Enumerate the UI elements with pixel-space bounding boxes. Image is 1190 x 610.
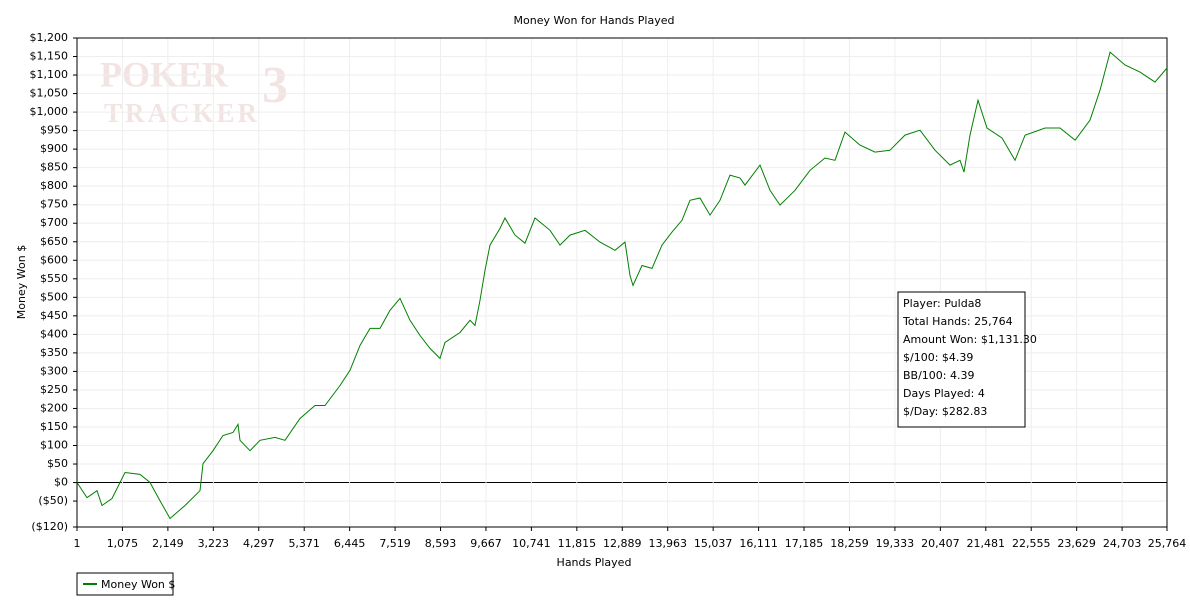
- watermark: 3: [262, 57, 288, 114]
- x-tick-label: 5,371: [288, 537, 320, 550]
- x-tick-label: 10,741: [512, 537, 551, 550]
- x-tick-label: 7,519: [379, 537, 411, 550]
- x-tick-label: 12,889: [603, 537, 642, 550]
- y-tick-label: $450: [40, 309, 68, 322]
- x-tick-label: 2,149: [152, 537, 184, 550]
- y-tick-label: $150: [40, 420, 68, 433]
- x-tick-label: 22,555: [1012, 537, 1051, 550]
- stats-line: $/Day: $282.83: [903, 405, 987, 418]
- stats-line: $/100: $4.39: [903, 351, 973, 364]
- y-tick-label: $650: [40, 235, 68, 248]
- x-tick-label: 9,667: [470, 537, 502, 550]
- y-tick-label: $50: [47, 457, 68, 470]
- y-tick-label: $100: [40, 439, 68, 452]
- line-series: [76, 51, 1168, 520]
- x-tick-label: 19,333: [876, 537, 915, 550]
- x-tick-label: 3,223: [198, 537, 230, 550]
- y-tick-label: $350: [40, 346, 68, 359]
- y-tick-label: $1,050: [30, 87, 69, 100]
- x-tick-label: 16,111: [739, 537, 778, 550]
- y-tick-label: $750: [40, 198, 68, 211]
- y-tick-label: $1,150: [30, 50, 69, 63]
- y-tick-label: $400: [40, 327, 68, 340]
- y-tick-label: $1,200: [30, 31, 69, 44]
- x-tick-label: 21,481: [967, 537, 1006, 550]
- y-tick-label: $950: [40, 124, 68, 137]
- plot-border: [76, 37, 1168, 528]
- stats-line: Amount Won: $1,131.30: [903, 333, 1037, 346]
- x-tick-label: 1,075: [107, 537, 139, 550]
- stats-line: Total Hands: 25,764: [902, 315, 1013, 328]
- stats-box: [897, 291, 1026, 428]
- y-tick-label: $600: [40, 253, 68, 266]
- x-axis-label: Hands Played: [557, 556, 632, 569]
- x-tick-label: 24,703: [1103, 537, 1142, 550]
- y-tick-label: $300: [40, 364, 68, 377]
- y-tick-label: $900: [40, 142, 68, 155]
- x-tick-label: 18,259: [830, 537, 869, 550]
- x-tick-label: 23,629: [1057, 537, 1096, 550]
- legend-label: Money Won $: [101, 578, 175, 591]
- y-tick-label: $800: [40, 179, 68, 192]
- y-tick-label: ($50): [38, 494, 68, 507]
- x-tick-label: 15,037: [694, 537, 733, 550]
- x-tick-label: 20,407: [921, 537, 960, 550]
- y-tick-label: $550: [40, 272, 68, 285]
- y-tick-label: $700: [40, 216, 68, 229]
- legend-box: [76, 572, 174, 596]
- watermark: TRACKER: [104, 98, 260, 128]
- y-tick-label: $0: [54, 476, 68, 489]
- y-tick-label: $1,100: [30, 68, 69, 81]
- y-tick-label: $1,000: [30, 105, 69, 118]
- y-tick-label: $500: [40, 290, 68, 303]
- y-axis-label: Money Won $: [15, 245, 28, 319]
- stats-line: Days Played: 4: [903, 387, 985, 400]
- watermark: POKER: [100, 54, 229, 94]
- x-tick-label: 11,815: [558, 537, 597, 550]
- stats-line: BB/100: 4.39: [903, 369, 975, 382]
- chart-title: Money Won for Hands Played: [514, 14, 675, 27]
- y-tick-label: $250: [40, 383, 68, 396]
- x-tick-label: 25,764: [1148, 537, 1187, 550]
- x-tick-label: 17,185: [785, 537, 824, 550]
- stats-line: Player: Pulda8: [903, 297, 981, 310]
- x-tick-label: 6,445: [334, 537, 366, 550]
- x-tick-label: 1: [74, 537, 81, 550]
- y-tick-label: ($120): [31, 520, 68, 533]
- x-tick-label: 13,963: [648, 537, 687, 550]
- x-tick-label: 8,593: [425, 537, 457, 550]
- y-tick-label: $200: [40, 401, 68, 414]
- y-tick-label: $850: [40, 161, 68, 174]
- x-tick-label: 4,297: [243, 537, 275, 550]
